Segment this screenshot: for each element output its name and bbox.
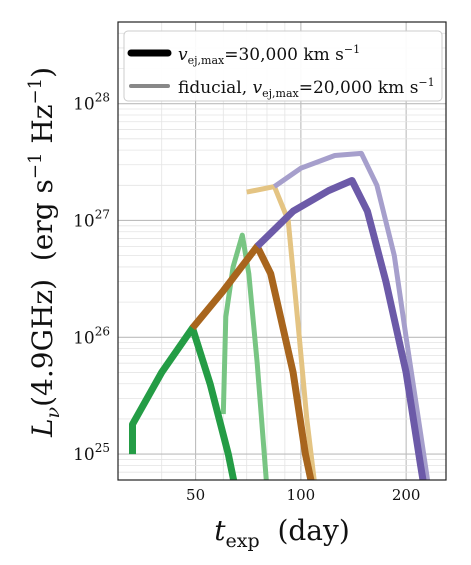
x-tick-label: 50 (186, 486, 205, 504)
series-line (272, 150, 431, 480)
series-line (220, 232, 269, 480)
y-tick-label: 1026 (73, 324, 110, 348)
y-tick-labels: 1025 1026 1027 1028 (73, 91, 110, 465)
y-axis-label: Lν(4.9GHz) (erg s−1 Hz−1) (25, 67, 64, 438)
y-tick-label: 1025 (73, 441, 110, 465)
series-line (254, 177, 427, 480)
plot-frame (117, 21, 447, 481)
legend-label-thin: fiducial, vej,max=20,000 km s−1 (178, 76, 435, 100)
legend: vej,max=30,000 km s−1 fiducial, vej,max=… (123, 30, 443, 102)
x-tick-labels: 50 100 200 (186, 486, 420, 504)
x-axis-label: texp (day) (214, 514, 350, 552)
y-tick-label: 1028 (73, 91, 110, 115)
legend-label-thick: vej,max=30,000 km s−1 (178, 43, 360, 67)
series-line (246, 184, 317, 480)
series-lines (129, 150, 431, 480)
series-line (189, 242, 315, 480)
x-tick-label: 100 (287, 486, 316, 504)
y-tick-label: 1027 (73, 207, 110, 231)
x-tick-label: 200 (392, 486, 421, 504)
legend-box (123, 30, 443, 102)
series-line (129, 324, 238, 480)
